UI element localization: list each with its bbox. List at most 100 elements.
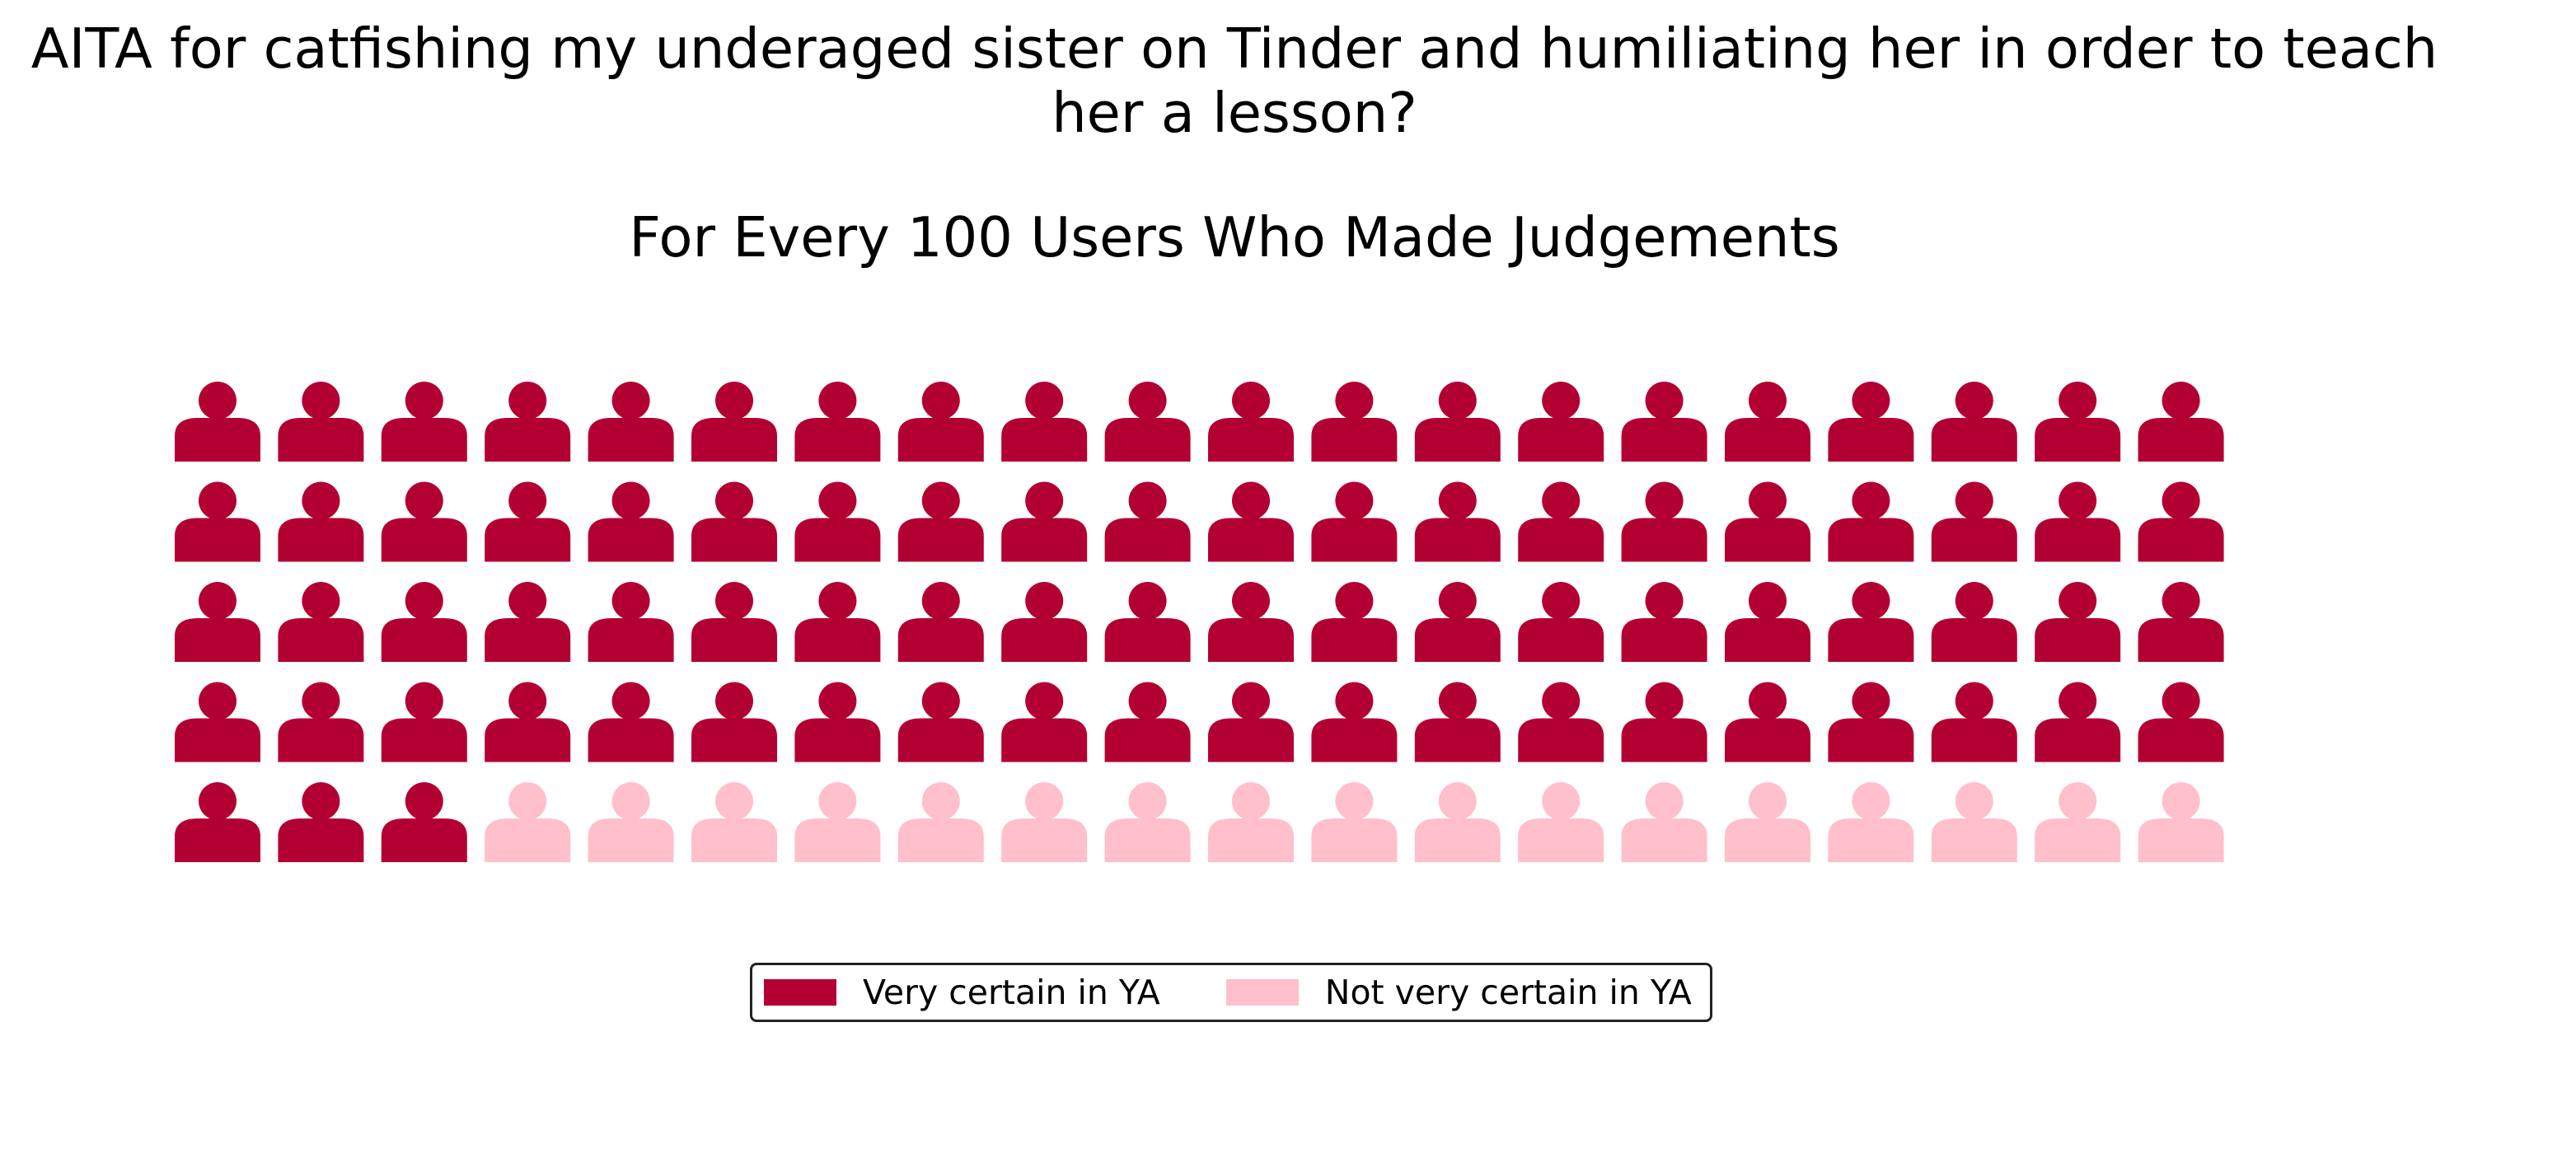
person-icon-body: [1311, 418, 1398, 462]
person-icon-body: [1828, 818, 1914, 862]
person-icon: [794, 682, 881, 762]
person-icon-head: [1749, 782, 1787, 820]
person-icon: [1828, 782, 1914, 862]
person-icon-body: [1518, 518, 1604, 562]
person-icon: [278, 682, 364, 762]
person-icon: [1725, 782, 1810, 862]
person-icon: [1725, 682, 1810, 762]
person-icon-head: [1025, 382, 1064, 420]
person-icon-head: [2161, 481, 2200, 520]
person-icon-body: [897, 718, 984, 762]
person-icon-head: [508, 582, 547, 620]
legend-item-not-very-certain: Not very certain in YA: [1225, 973, 1692, 1012]
person-icon-body: [485, 818, 571, 862]
person-icon-body: [1828, 518, 1914, 562]
person-icon-head: [921, 481, 960, 520]
person-icon-head: [921, 582, 960, 620]
person-icon: [794, 782, 881, 862]
person-icon-body: [588, 618, 674, 662]
person-icon-head: [818, 682, 857, 720]
person-icon-head: [1645, 382, 1684, 420]
person-icon-body: [1001, 618, 1088, 662]
person-icon-body: [1001, 518, 1088, 562]
person-icon-head: [199, 782, 237, 820]
person-icon: [2138, 382, 2224, 462]
person-icon: [381, 582, 467, 662]
person-icon-body: [794, 818, 881, 862]
person-icon: [381, 481, 467, 562]
person-icon: [485, 481, 571, 562]
person-icon: [381, 682, 467, 762]
person-icon-head: [302, 481, 340, 520]
person-icon-head: [405, 481, 443, 520]
person-icon: [278, 782, 364, 862]
person-icon: [1518, 382, 1604, 462]
person-icon-body: [1414, 518, 1501, 562]
person-icon: [1414, 481, 1501, 562]
person-icon-body: [1311, 618, 1398, 662]
person-icon-body: [1414, 418, 1501, 462]
person-icon-head: [1335, 582, 1374, 620]
person-icon-head: [1025, 481, 1064, 520]
person-icon-body: [1104, 718, 1191, 762]
person-icon-head: [1128, 481, 1167, 520]
person-icon-head: [1749, 481, 1787, 520]
chart-subtitle: For Every 100 Users Who Made Judgements: [629, 205, 1840, 270]
person-icon-body: [1311, 718, 1398, 762]
person-icon-head: [1852, 481, 1890, 520]
person-icon: [1518, 682, 1604, 762]
person-icon-head: [921, 682, 960, 720]
person-icon-body: [1725, 418, 1810, 462]
person-icon: [2035, 382, 2121, 462]
person-icon-body: [381, 518, 467, 562]
person-icon-head: [1128, 582, 1167, 620]
person-icon-head: [715, 582, 753, 620]
person-icon: [1621, 582, 1707, 662]
person-icon: [588, 481, 674, 562]
person-icon-head: [1955, 682, 1993, 720]
person-icon-head: [1232, 782, 1270, 820]
person-icon-body: [175, 818, 260, 862]
person-icon-body: [1621, 618, 1707, 662]
person-icon-body: [1208, 818, 1294, 862]
person-icon-body: [485, 618, 571, 662]
person-icon: [2035, 682, 2121, 762]
legend-swatch-very-certain: [764, 979, 836, 1006]
person-icon-head: [302, 782, 340, 820]
person-icon: [588, 782, 674, 862]
person-icon: [794, 582, 881, 662]
person-icon: [1311, 481, 1398, 562]
person-icon-body: [1931, 418, 2017, 462]
person-icon-head: [1852, 582, 1890, 620]
person-icon-body: [2035, 718, 2121, 762]
person-icon-body: [794, 518, 881, 562]
person-icon-head: [2161, 582, 2200, 620]
person-icon-head: [611, 582, 650, 620]
person-icon-body: [794, 418, 881, 462]
person-icon-head: [1335, 682, 1374, 720]
person-icon: [1828, 682, 1914, 762]
person-icon-head: [1232, 481, 1270, 520]
person-icon-head: [611, 481, 650, 520]
person-icon-body: [2035, 518, 2121, 562]
person-icon: [1621, 382, 1707, 462]
person-icon-head: [1955, 481, 1993, 520]
person-icon-body: [691, 618, 777, 662]
person-icon-head: [2161, 782, 2200, 820]
person-icon-body: [1725, 518, 1810, 562]
person-icon-body: [1621, 418, 1707, 462]
person-icon-head: [611, 682, 650, 720]
person-icon-head: [302, 382, 340, 420]
person-icon: [485, 582, 571, 662]
legend-swatch-not-very-certain: [1225, 979, 1299, 1006]
person-icon: [1208, 682, 1294, 762]
person-icon-body: [691, 718, 777, 762]
person-icon-body: [2138, 518, 2224, 562]
person-icon-body: [1725, 618, 1810, 662]
person-icon-head: [1232, 682, 1270, 720]
person-icon-head: [1955, 382, 1993, 420]
person-icon-body: [588, 518, 674, 562]
person-icon-body: [588, 718, 674, 762]
person-icon: [897, 782, 984, 862]
person-icon-body: [1518, 418, 1604, 462]
